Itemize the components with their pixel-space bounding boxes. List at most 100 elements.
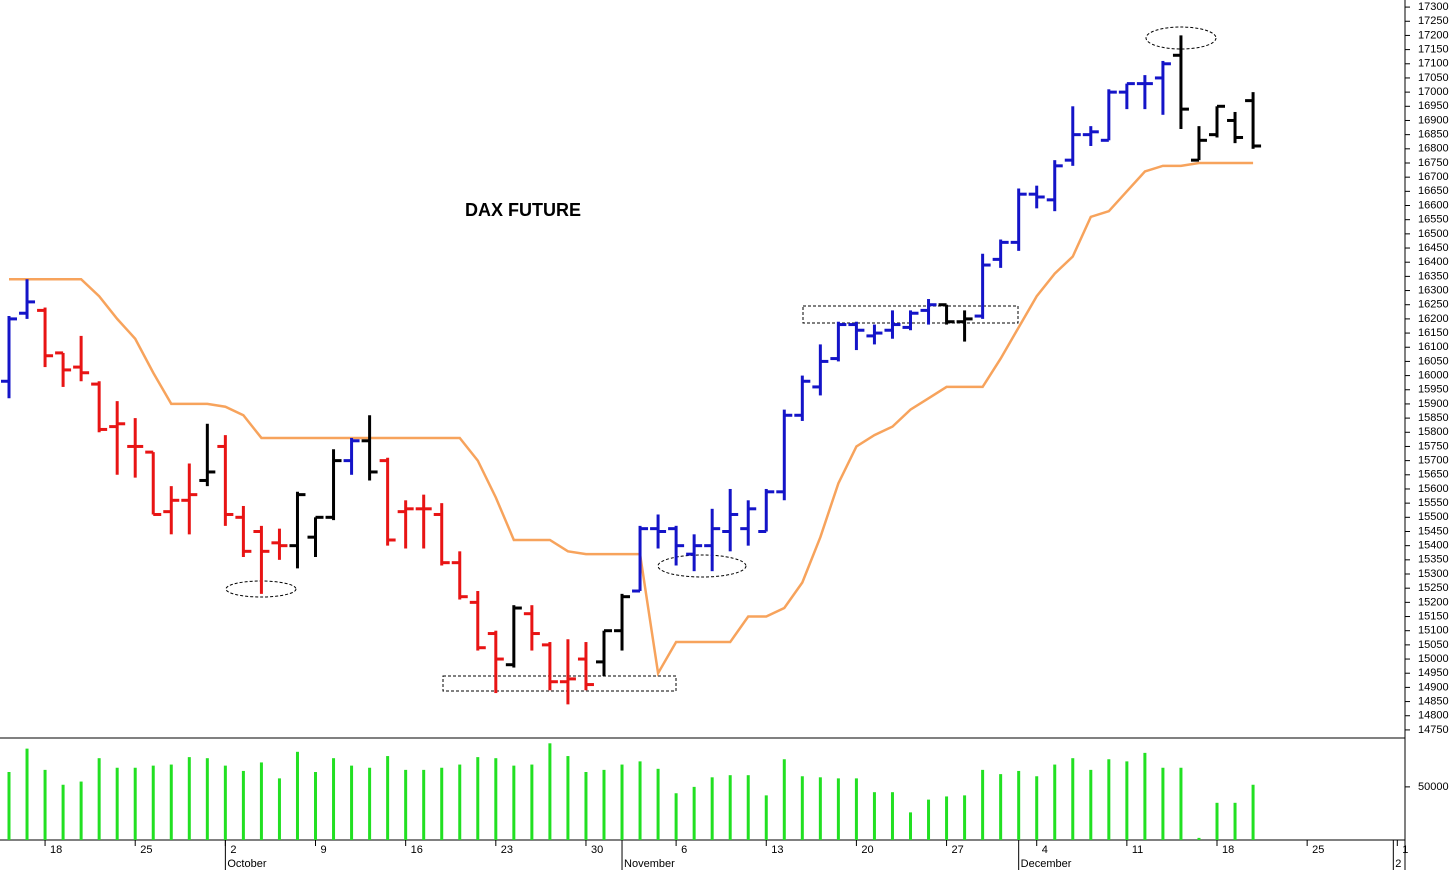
volume-bar (259, 762, 263, 840)
chart-title: DAX FUTURE (465, 200, 581, 220)
volume-bar (782, 759, 786, 840)
y-tick-label: 16550 (1418, 214, 1449, 226)
volume-bar (277, 778, 281, 840)
y-tick-label: 15100 (1418, 625, 1449, 637)
volume-bar (205, 758, 209, 840)
volume-bar (1179, 767, 1183, 840)
volume-bar (963, 795, 967, 840)
volume-bar (872, 792, 876, 840)
volume-bar (7, 772, 11, 840)
x-tick-label: 18 (1222, 844, 1234, 856)
month-label: December (1021, 858, 1072, 870)
y-tick-label: 16350 (1418, 270, 1449, 282)
trail-line (9, 161, 1254, 677)
volume-bar (43, 769, 47, 840)
y-tick-label: 50000 (1418, 781, 1449, 793)
x-tick-label: 11 (1132, 844, 1143, 856)
volume-bar (1251, 784, 1255, 840)
volume-bar (981, 769, 985, 840)
volume-bar (674, 793, 678, 840)
y-tick-label: 16800 (1418, 143, 1449, 155)
y-tick-label: 15450 (1418, 525, 1449, 537)
y-tick-label: 16500 (1418, 228, 1449, 240)
volume-bar (1161, 767, 1165, 840)
volume-bar (25, 748, 29, 840)
x-tick-label: 20 (861, 844, 873, 856)
volume-bar (764, 795, 768, 840)
volume-bar (945, 796, 949, 840)
y-tick-label: 14800 (1418, 710, 1449, 722)
volume-bar (368, 767, 372, 840)
y-tick-label: 15400 (1418, 540, 1449, 552)
volume-bar (548, 743, 552, 840)
volume-bar (692, 786, 696, 840)
volume-bar (79, 781, 83, 840)
y-tick-label: 15250 (1418, 582, 1449, 594)
volume-bar (404, 769, 408, 840)
y-tick-label: 16100 (1418, 341, 1449, 353)
y-tick-label: 14750 (1418, 724, 1449, 736)
volume-bar (115, 767, 119, 840)
volume-bar (1071, 758, 1075, 840)
y-tick-label: 16850 (1418, 129, 1449, 141)
volume-bar (728, 775, 732, 840)
y-tick-label: 15200 (1418, 596, 1449, 608)
y-tick-label: 17150 (1418, 44, 1449, 56)
volume-bar (314, 772, 318, 840)
volume-bar (999, 774, 1003, 840)
y-tick-label: 16400 (1418, 256, 1449, 268)
y-tick-label: 15550 (1418, 497, 1449, 509)
y-tick-label: 15000 (1418, 653, 1449, 665)
volume-bar (1035, 776, 1039, 840)
volume-bar (1125, 761, 1129, 840)
y-tick-label: 16950 (1418, 100, 1449, 112)
volume-bar (133, 767, 137, 840)
y-tick-label: 15050 (1418, 639, 1449, 651)
y-tick-label: 15700 (1418, 455, 1449, 467)
y-tick-label: 16700 (1418, 171, 1449, 183)
volume-bar (1233, 802, 1237, 840)
volume-bar (584, 772, 588, 840)
y-tick-label: 17000 (1418, 86, 1449, 98)
month-label: 2 (1395, 858, 1401, 870)
volume-bar (350, 765, 354, 840)
y-tick-label: 16750 (1418, 157, 1449, 169)
y-tick-label: 17200 (1418, 29, 1449, 41)
volume-bar (97, 758, 101, 840)
x-tick-label: 4 (1042, 844, 1048, 856)
volume-bar (530, 764, 534, 840)
y-tick-label: 17100 (1418, 58, 1449, 70)
y-tick-label: 16150 (1418, 327, 1449, 339)
x-tick-label: 27 (952, 844, 964, 856)
y-tick-label: 16900 (1418, 114, 1449, 126)
month-label: October (227, 858, 266, 870)
volume-bar (620, 764, 624, 840)
annotation-ellipse (657, 554, 747, 578)
month-label: November (624, 858, 675, 870)
x-tick-label: 16 (411, 844, 423, 856)
y-tick-label: 17300 (1418, 1, 1449, 13)
volume-bar (458, 764, 462, 840)
volume-bar (746, 775, 750, 840)
volume-bar (1143, 752, 1147, 840)
y-tick-label: 16000 (1418, 369, 1449, 381)
y-tick-label: 15300 (1418, 568, 1449, 580)
y-tick-label: 15350 (1418, 554, 1449, 566)
volume-bar (223, 765, 227, 840)
y-tick-label: 17250 (1418, 15, 1449, 27)
volume-bar (61, 784, 65, 840)
y-tick-label: 15150 (1418, 610, 1449, 622)
volume-bar (1089, 769, 1093, 840)
y-tick-label: 16300 (1418, 284, 1449, 296)
volume-bar (169, 764, 173, 840)
volume-bar (800, 776, 804, 840)
volume-bar (927, 799, 931, 840)
y-tick-label: 16200 (1418, 313, 1449, 325)
y-tick-label: 15850 (1418, 412, 1449, 424)
x-tick-label: 23 (501, 844, 513, 856)
volume-bar (602, 769, 606, 840)
annotation-ellipse (1145, 26, 1217, 50)
volume-bar (295, 751, 299, 840)
y-tick-label: 15950 (1418, 384, 1449, 396)
